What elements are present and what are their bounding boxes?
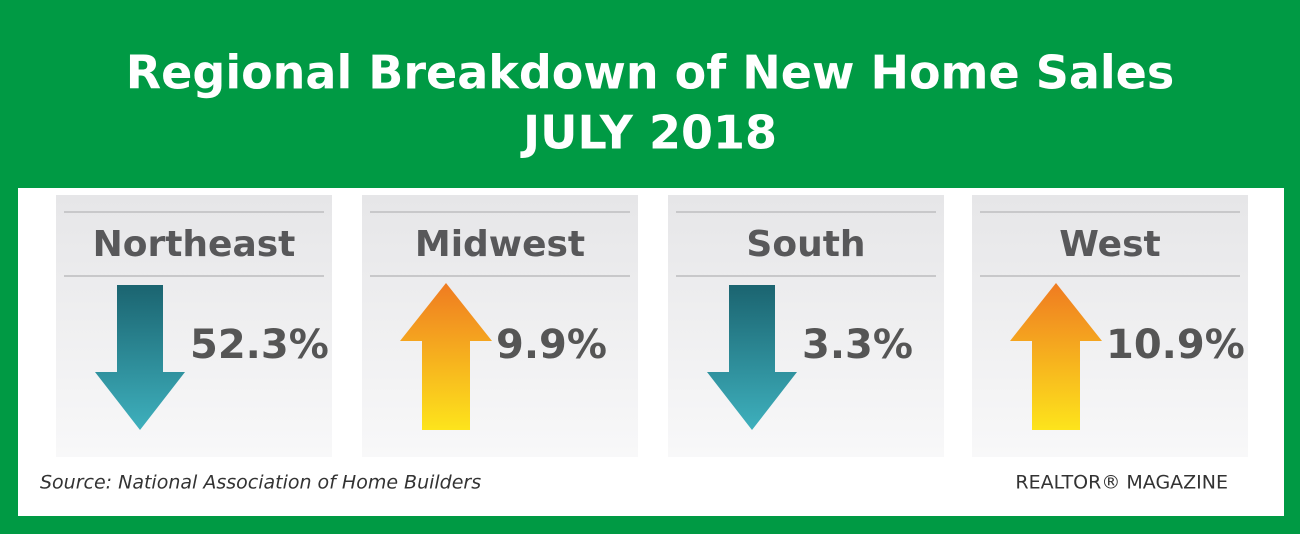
arrow-down <box>95 285 185 430</box>
subtitle: JULY 2018 <box>520 106 777 160</box>
source: Source: National Association of Home Bui… <box>40 472 481 494</box>
change-value: 52.3% <box>190 322 329 368</box>
arrow-down <box>707 285 797 430</box>
region-name: Northeast <box>93 224 296 265</box>
arrow-up <box>1010 283 1102 430</box>
card <box>56 195 332 457</box>
title: Regional Breakdown of New Home Sales <box>126 46 1174 100</box>
region-name: West <box>1059 224 1160 265</box>
region-name: Midwest <box>415 224 585 265</box>
change-value: 3.3% <box>802 322 913 368</box>
card <box>362 195 638 457</box>
brand: REALTOR® MAGAZINE <box>1015 472 1228 494</box>
region-name: South <box>746 224 865 265</box>
change-value: 9.9% <box>496 322 607 368</box>
card <box>972 195 1248 457</box>
card <box>668 195 944 457</box>
arrow-up <box>400 283 492 430</box>
change-value: 10.9% <box>1106 322 1245 368</box>
